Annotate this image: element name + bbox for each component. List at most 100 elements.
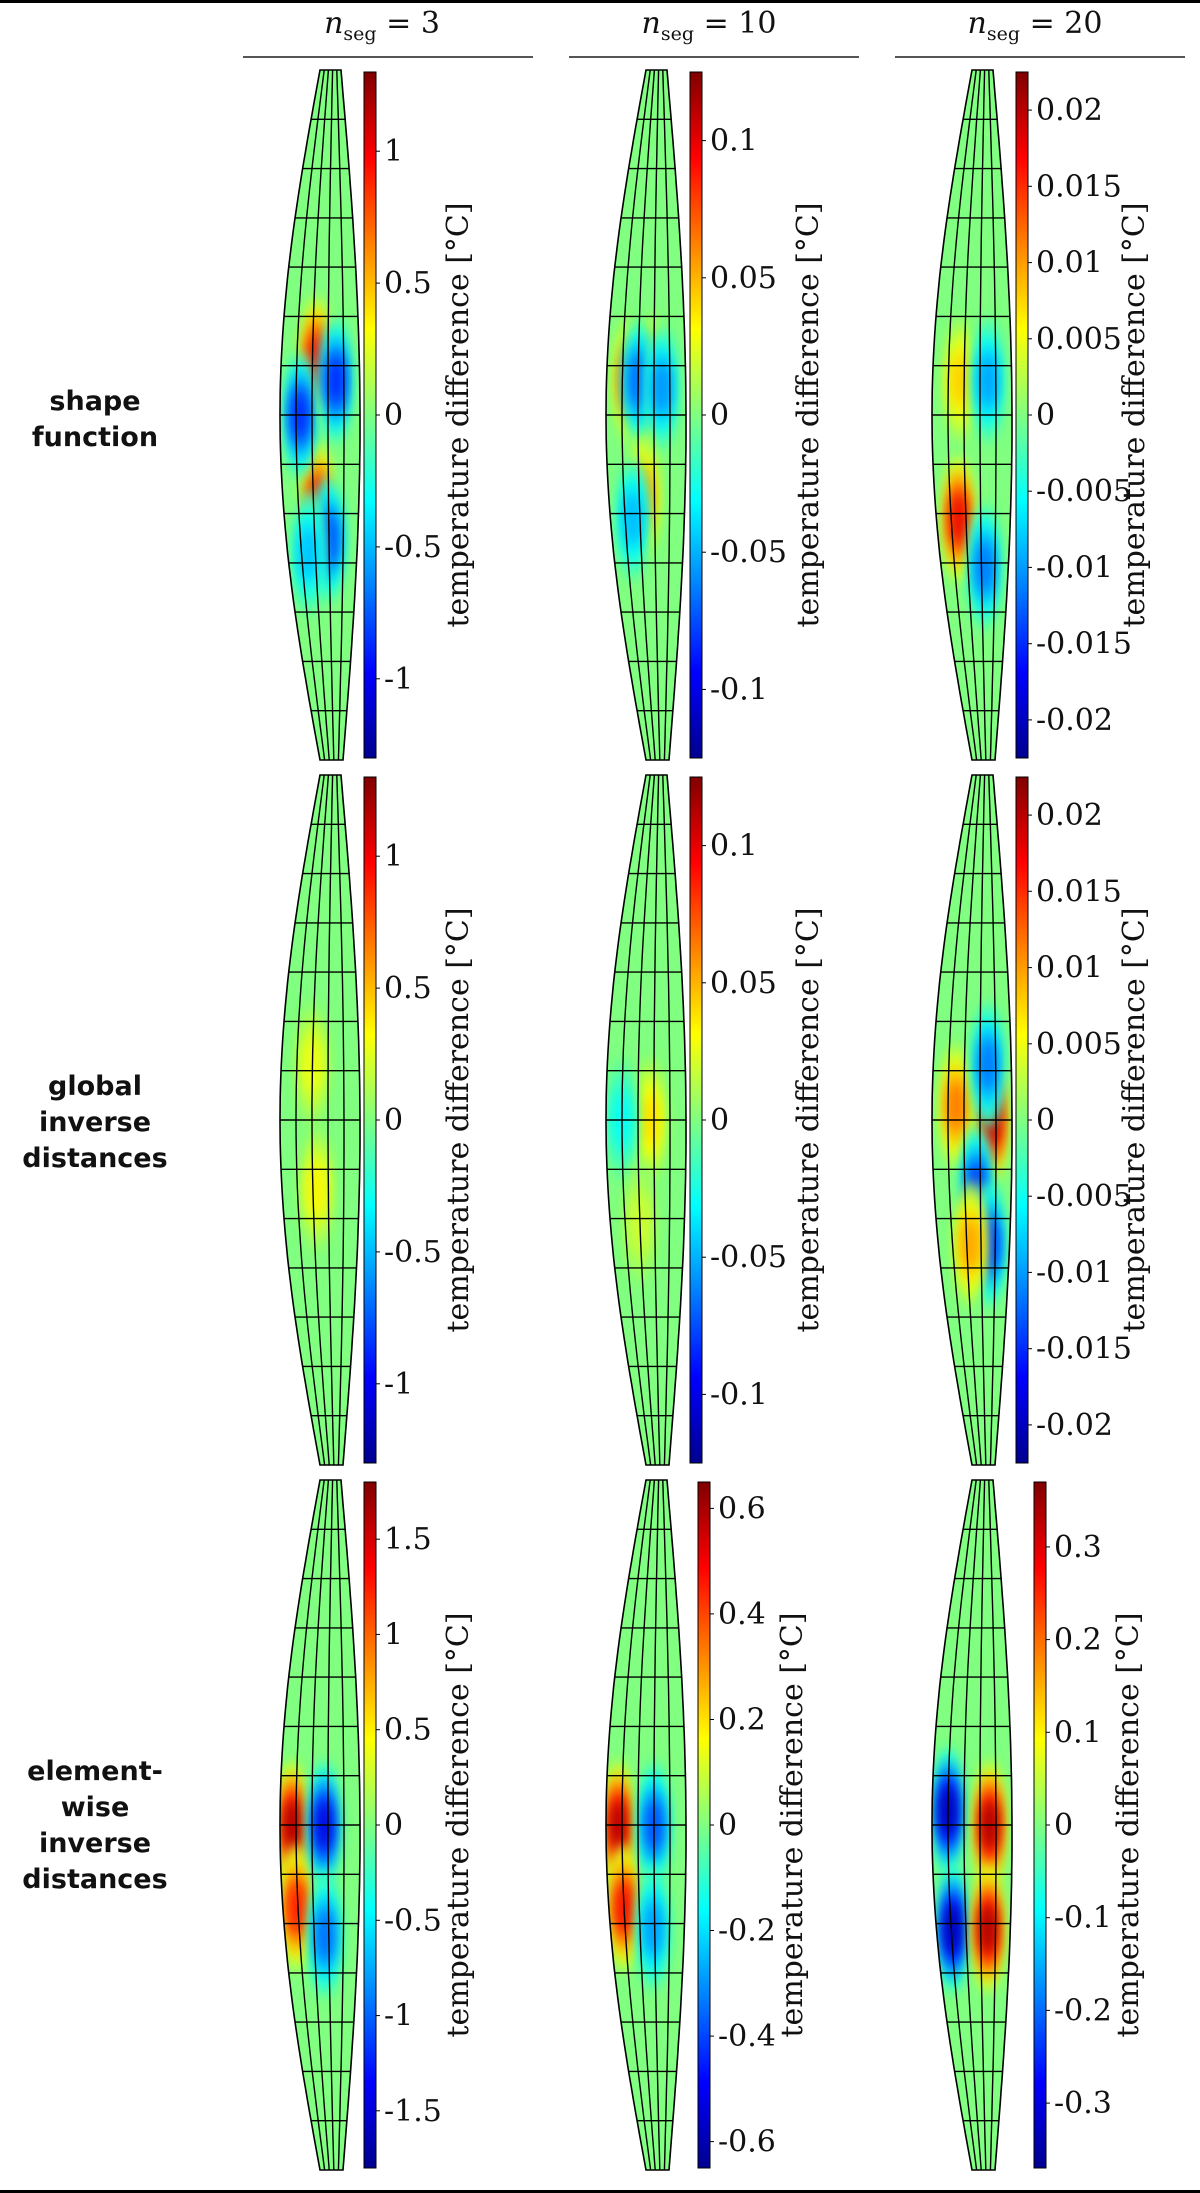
field-blob (327, 356, 344, 405)
colorbar-tick-label: 0.01 (1036, 951, 1103, 986)
colorbar-tick-label: 0 (710, 398, 729, 433)
panel-r2-c1: 1 0.5 0 -0.5 -1 temperature difference [°C] (279, 774, 476, 1466)
colorbar-tick-label: 0 (710, 1103, 729, 1138)
colorbar-tick-label: 0.05 (710, 261, 777, 296)
colorbar-label: temperature difference [°C] (1117, 907, 1152, 1332)
mesh-grid (280, 69, 360, 761)
colorbar-tick-label: -0.5 (384, 530, 442, 565)
colorbar (1033, 1481, 1047, 2169)
colorbar-tick-label: 0.02 (1036, 93, 1103, 128)
colorbar-tick-label: -0.05 (710, 535, 787, 570)
colorbar-tick-label: -0.01 (1036, 1255, 1113, 1290)
colorbar-tick-label: -0.005 (1036, 474, 1132, 509)
lens-outline (605, 1479, 687, 2171)
mesh-grid (280, 1479, 360, 2171)
field-blob (950, 494, 967, 543)
colorbar-tick-label: 1.5 (384, 1522, 432, 1557)
lens-outline (931, 69, 1013, 761)
field-blob (288, 1883, 305, 1932)
column-rule-3 (895, 56, 1185, 58)
colorbar-tick-label: 0.2 (1054, 1623, 1102, 1658)
colorbar-label: temperature difference [°C] (1111, 1612, 1146, 2037)
colorbar-tick-label: -0.6 (718, 2125, 776, 2160)
column-header-1: nseg = 3 (324, 6, 440, 45)
lens-outline (931, 774, 1013, 1466)
colorbar-tick-label: -1 (384, 662, 413, 697)
colorbar-tick-label: 0 (1036, 398, 1055, 433)
colorbar-tick-label: -1 (384, 1999, 413, 2034)
panel-r1-c1: 1 0.5 0 -0.5 -1 temperature difference [°C] (279, 69, 476, 761)
colorbar-tick-label: 0 (1054, 1808, 1073, 1843)
colorbar-tick-label: -0.1 (710, 672, 768, 707)
colorbar-tick-label: -0.01 (1036, 550, 1113, 585)
colorbar-tick-label: 0.005 (1036, 1027, 1122, 1062)
colorbar-tick-label: -0.5 (384, 1903, 442, 1938)
colorbar-label: temperature difference [°C] (791, 907, 826, 1332)
colorbar-tick-label: 0 (384, 1103, 403, 1138)
colorbar-tick-label: -0.2 (1054, 1993, 1112, 2028)
field-blob (308, 1165, 325, 1213)
field-blob (317, 1911, 334, 1960)
row-label-shape-function: shape function (31, 386, 159, 453)
field-blob (962, 1220, 979, 1269)
panel-r2-c2: 0.1 0.05 0 -0.05 -0.1 temperature difference … (605, 774, 826, 1466)
colorbar-tick-label: -0.02 (1036, 703, 1113, 738)
colorbar (689, 71, 703, 759)
panel-r1-c2: 0.1 0.05 0 -0.05 -0.1 temperature difference … (605, 69, 826, 761)
panel-r3-c1: 1.5 1 0.5 0 -0.5 -1 -1.5 temperature difference… (279, 1479, 476, 2171)
field-blob (979, 1040, 996, 1089)
colorbar-tick-label: -0.4 (718, 2019, 776, 2054)
colorbar-tick-label: 0.6 (718, 1491, 766, 1526)
colorbar-tick-label: -0.005 (1036, 1179, 1132, 1214)
colorbar-tick-label: 0.1 (710, 124, 758, 159)
colorbar-tick-label: -0.3 (1054, 2086, 1112, 2121)
colorbar-tick-label: 1 (384, 134, 403, 169)
colorbar (1015, 71, 1029, 759)
field-blob (300, 529, 317, 577)
lens-outline (279, 774, 361, 1466)
colorbar (697, 1481, 711, 2169)
colorbar-tick-label: 0.1 (710, 829, 758, 864)
panel-r3-c2: 0.6 0.4 0.2 0 -0.2 -0.4 -0.6 temperature differ… (605, 1479, 810, 2171)
lens-outline (279, 1479, 361, 2171)
column-rule-2 (569, 56, 859, 58)
field-blob (653, 363, 670, 412)
colorbar-tick-label: 0.05 (710, 966, 777, 1001)
colorbar-tick-label: -0.05 (710, 1240, 787, 1275)
colorbar (363, 71, 377, 759)
mesh-grid (280, 774, 360, 1466)
colorbar-tick-label: 0.01 (1036, 246, 1103, 281)
colorbar-tick-label: 0.2 (718, 1703, 766, 1738)
colorbar-tick-label: -0.1 (1054, 1901, 1112, 1936)
colorbar-tick-label: 1 (384, 839, 403, 874)
column-rule-1 (243, 56, 533, 58)
mesh-grid (932, 69, 1012, 761)
field-blob (645, 1904, 662, 1953)
colorbar-tick-label: 0.015 (1036, 169, 1122, 204)
colorbar-tick-label: 0.015 (1036, 874, 1122, 909)
mesh-grid (606, 1479, 686, 2171)
colorbar (1015, 776, 1029, 1464)
panel-r3-c3: 0.3 0.2 0.1 0 -0.1 -0.2 -0.3 temperature differ… (931, 1479, 1146, 2171)
colorbar-label: temperature difference [°C] (441, 907, 476, 1332)
field-blob (976, 542, 993, 591)
colorbar-tick-label: 0.3 (1054, 1530, 1102, 1565)
lens-outline (605, 774, 687, 1466)
column-header-3: nseg = 20 (967, 6, 1103, 45)
colorbar-tick-label: 0.5 (384, 1713, 432, 1748)
colorbar-tick-label: 0.5 (384, 971, 432, 1006)
colorbar-tick-label: 0 (384, 398, 403, 433)
column-header-2: nseg = 10 (641, 6, 777, 45)
field-blob (980, 1904, 997, 1953)
colorbar-tick-label: 0.4 (718, 1597, 766, 1632)
colorbar-tick-label: 0.02 (1036, 798, 1103, 833)
field-blob (624, 494, 641, 543)
colorbar (363, 776, 377, 1464)
field-blob (944, 1904, 961, 1953)
field-blob (952, 356, 969, 405)
mesh-grid (932, 1479, 1012, 2171)
colorbar-label: temperature difference [°C] (441, 1612, 476, 2037)
colorbar-tick-label: -0.015 (1036, 1332, 1132, 1367)
colorbar-tick-label: 0.005 (1036, 322, 1122, 357)
